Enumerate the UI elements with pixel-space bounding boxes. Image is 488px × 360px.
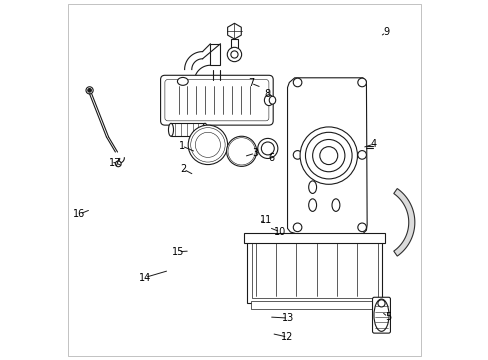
Text: 7: 7 [247,78,254,88]
Circle shape [191,80,199,88]
Text: 15: 15 [172,247,184,257]
Circle shape [187,76,203,92]
Text: 12: 12 [281,332,293,342]
Bar [230,39,238,48]
Circle shape [188,125,227,165]
Circle shape [293,150,301,159]
Text: 1: 1 [178,141,184,151]
Text: 5: 5 [384,312,390,322]
Circle shape [226,136,256,166]
Circle shape [230,140,252,162]
Ellipse shape [202,123,207,136]
Text: 4: 4 [370,139,376,149]
Circle shape [319,147,337,165]
Circle shape [377,300,384,307]
Text: 3: 3 [252,148,258,158]
Circle shape [227,47,241,62]
FancyBboxPatch shape [372,297,389,333]
Text: 10: 10 [274,227,286,237]
Circle shape [190,128,224,162]
Circle shape [192,130,223,160]
Text: 2: 2 [180,164,186,174]
Bar [250,301,378,309]
FancyBboxPatch shape [164,80,268,121]
Ellipse shape [331,199,339,211]
Circle shape [195,132,220,157]
Polygon shape [393,189,414,256]
Circle shape [300,127,357,184]
Ellipse shape [269,96,275,104]
Text: 13: 13 [282,313,294,323]
Ellipse shape [177,77,188,85]
Ellipse shape [373,299,388,331]
Text: 8: 8 [264,89,270,99]
Ellipse shape [308,181,316,193]
Circle shape [88,89,91,92]
Circle shape [293,223,301,231]
Bar [244,233,384,243]
Circle shape [198,135,218,155]
Text: 16: 16 [73,209,85,219]
Circle shape [230,51,238,58]
Circle shape [293,78,301,87]
Circle shape [86,87,93,94]
Text: 14: 14 [139,273,151,283]
Circle shape [305,132,351,179]
Circle shape [261,142,274,155]
Circle shape [203,140,212,150]
Ellipse shape [264,95,273,105]
Text: 6: 6 [268,153,274,163]
Bar [251,240,377,298]
Text: 9: 9 [382,27,388,37]
Circle shape [235,145,247,157]
Circle shape [357,150,366,159]
Circle shape [357,78,366,87]
Bar [247,236,381,303]
Bar [171,123,204,136]
Text: 17: 17 [109,158,122,168]
FancyBboxPatch shape [160,75,273,125]
Circle shape [115,161,121,167]
Polygon shape [227,23,241,39]
Text: 11: 11 [259,215,272,225]
Circle shape [227,138,255,165]
Ellipse shape [168,123,173,136]
Circle shape [257,138,277,158]
Ellipse shape [308,199,316,211]
Polygon shape [287,78,366,234]
Bar [210,44,220,65]
Circle shape [357,223,366,231]
Circle shape [312,139,344,172]
